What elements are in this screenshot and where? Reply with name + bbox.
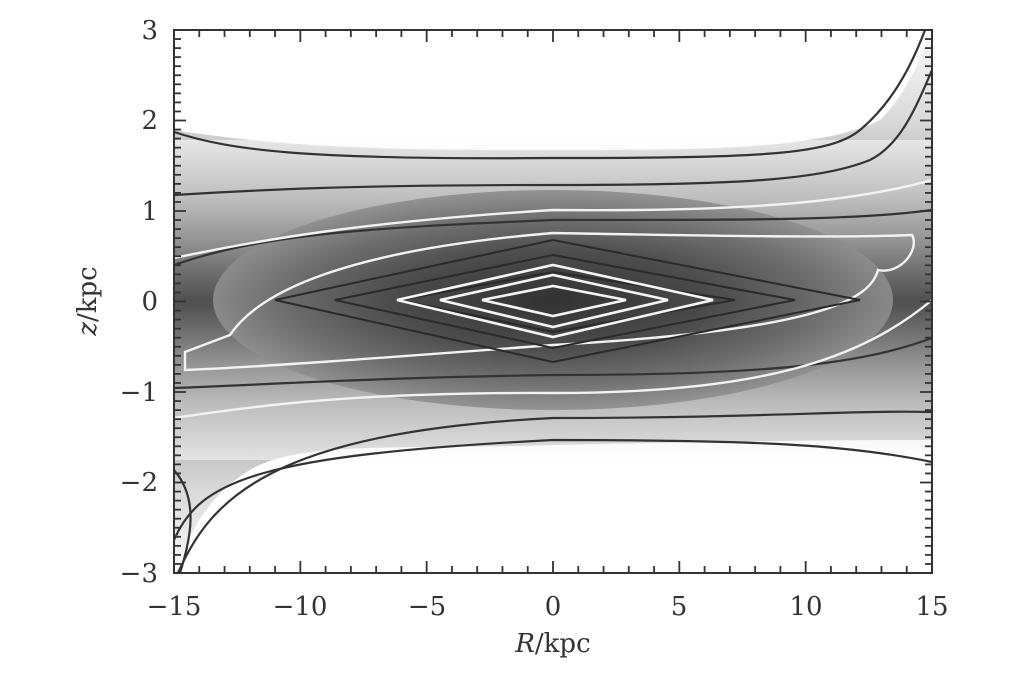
x-tick-label: 5 <box>671 592 688 622</box>
inner-white-diamonds <box>396 263 714 339</box>
y-axis-label: z/kpc <box>73 266 103 336</box>
axis-ticks <box>173 29 933 574</box>
x-tick-label: 15 <box>915 592 948 622</box>
y-tick-label: −2 <box>120 468 158 498</box>
y-tick-label: −1 <box>120 378 158 408</box>
y-tick-label: 0 <box>141 287 158 317</box>
inner-dark-contours <box>274 238 861 364</box>
x-axis-label: R/kpc <box>514 629 590 659</box>
y-tick-label: 2 <box>141 106 158 136</box>
dark-contours <box>174 30 932 573</box>
x-tick-label: 0 <box>545 592 562 622</box>
x-tick-label: −10 <box>273 592 328 622</box>
y-tick-label: 3 <box>141 16 158 46</box>
y-tick-labels: −3 −2 −1 0 1 2 3 <box>120 16 158 589</box>
y-tick-label: 1 <box>141 197 158 227</box>
x-tick-label: −5 <box>408 592 446 622</box>
plot-area <box>174 30 932 573</box>
x-tick-labels: −15 −10 −5 0 5 10 15 <box>147 592 949 622</box>
x-tick-label: 10 <box>789 592 822 622</box>
y-tick-label: −3 <box>120 559 158 589</box>
white-contours <box>174 178 932 420</box>
x-tick-label: −15 <box>147 592 202 622</box>
